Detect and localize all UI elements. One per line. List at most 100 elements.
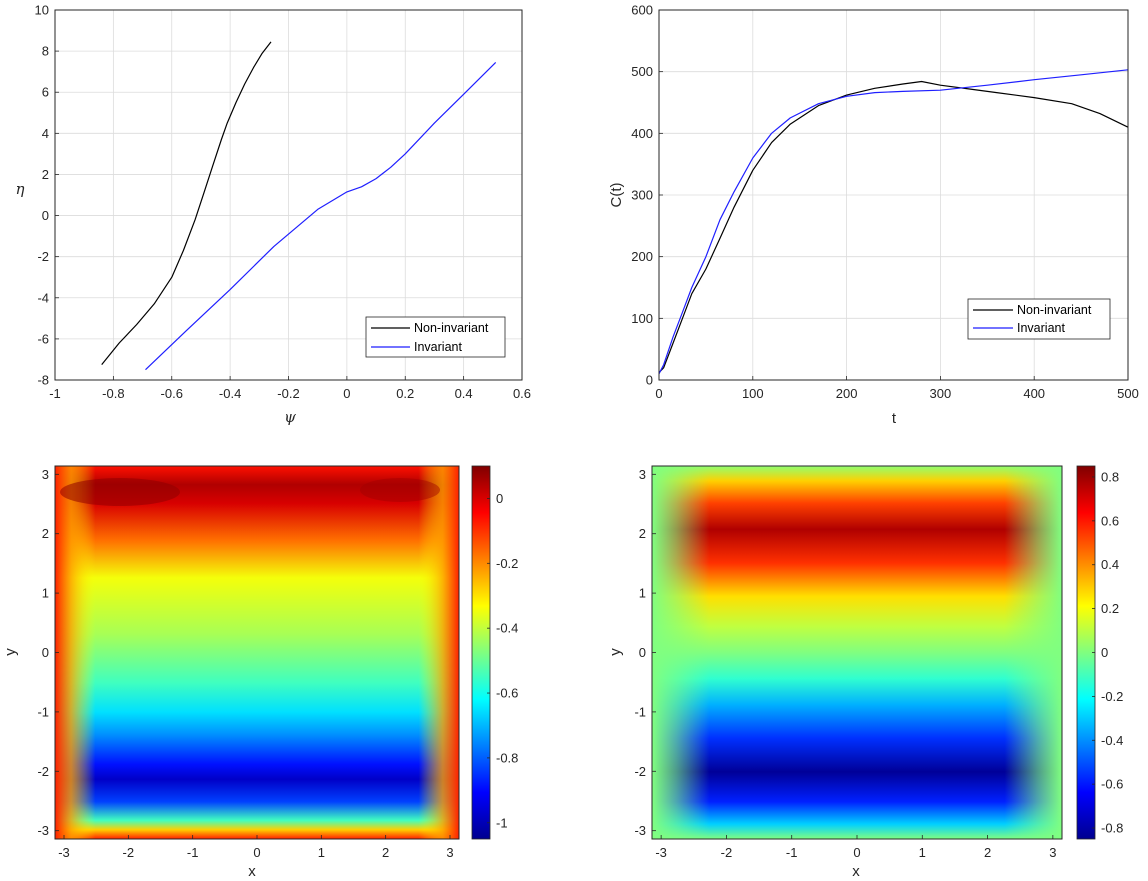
y-tick-label: 500	[631, 64, 653, 79]
x-tick-label: -1	[786, 845, 798, 860]
x-tick-label: 1	[318, 845, 325, 860]
y-tick-label: -6	[37, 331, 49, 346]
y-tick-label: 4	[42, 126, 49, 141]
y-axis-label: η	[16, 180, 25, 198]
x-axis-label: x	[248, 863, 256, 880]
heatmap-maximum-left	[60, 478, 180, 506]
heatmap-maximum-right	[360, 478, 440, 502]
legend: Non-invariant Invariant	[967, 298, 1111, 340]
colorbar-tick-label: 0.2	[1101, 601, 1119, 616]
colorbar-tick-label: -0.2	[496, 556, 518, 571]
legend: Non-invariant Invariant	[365, 316, 506, 358]
x-tick-label: -3	[655, 845, 667, 860]
y-tick-label: -2	[634, 764, 646, 779]
series-line-non-invariant	[101, 41, 272, 365]
y-axis-label: y	[2, 648, 19, 656]
x-tick-label: 1	[919, 845, 926, 860]
y-tick-label: 1	[42, 586, 49, 601]
y-tick-label: -4	[37, 290, 49, 305]
series-line-invariant	[658, 69, 1129, 375]
colorbar-tick-label: 0.4	[1101, 557, 1119, 572]
x-tick-label: 3	[1049, 845, 1056, 860]
y-axis-label: C(t)	[608, 183, 625, 208]
y-axis-label: y	[607, 648, 624, 656]
x-tick-label: -3	[58, 845, 70, 860]
x-tick-label: 0	[853, 845, 860, 860]
x-tick-label: 0	[343, 386, 350, 401]
x-tick-label: 2	[382, 845, 389, 860]
colorbar-tick-label: -0.4	[1101, 733, 1123, 748]
y-tick-label: 600	[631, 3, 653, 18]
colorbar-tick-label: -0.4	[496, 621, 518, 636]
x-tick-label: 3	[446, 845, 453, 860]
heatmap-right: -3 -2 -1 0 1 2 3 -3 -2 -1 0 1 2 3 -0.8 -0.6 -0.4 -0.2 0 0.…	[607, 465, 1123, 880]
x-tick-label: 300	[930, 386, 952, 401]
eta-psi-plot: -1 -0.8 -0.6 -0.4 -0.2 0 0.2 0.4 0.6 -8 -6 -4 -2 0 2 4 6…	[16, 3, 532, 427]
x-tick-label: -0.2	[277, 386, 299, 401]
y-tick-label: 0	[42, 208, 49, 223]
x-axis-label: x	[852, 863, 860, 880]
y-tick-label: 2	[42, 167, 49, 182]
y-tick-label: 3	[639, 467, 646, 482]
colorbar-tick-label: -0.6	[496, 686, 518, 701]
y-tick-label: -2	[37, 764, 49, 779]
c-t-plot: 0 100 200 300 400 500 0 100 200 300 400 500 600 t C(…	[608, 3, 1139, 428]
series-line-non-invariant	[658, 80, 1129, 374]
y-tick-label: 200	[631, 249, 653, 264]
y-tick-label: 8	[42, 44, 49, 59]
y-tick-label: -2	[37, 249, 49, 264]
series-line-invariant	[145, 61, 497, 371]
y-tick-label: 0	[639, 645, 646, 660]
x-tick-label: 500	[1117, 386, 1139, 401]
y-tick-label: -8	[37, 373, 49, 388]
y-tick-label: 3	[42, 467, 49, 482]
y-tick-label: 2	[639, 526, 646, 541]
legend-label-non-invariant: Non-invariant	[1017, 303, 1092, 317]
x-tick-label: -1	[187, 845, 199, 860]
x-tick-label: 400	[1023, 386, 1045, 401]
x-tick-label: 0.6	[513, 386, 531, 401]
x-tick-label: 0.2	[396, 386, 414, 401]
y-tick-label: -1	[37, 704, 49, 719]
x-axis-label: t	[892, 410, 897, 427]
x-axis-label: ψ	[284, 408, 296, 426]
y-tick-label: -3	[37, 823, 49, 838]
y-tick-label: -1	[634, 704, 646, 719]
y-tick-label: 1	[639, 586, 646, 601]
colorbar-tick-label: -0.6	[1101, 777, 1123, 792]
x-tick-label: 0.4	[455, 386, 473, 401]
y-tick-label: 10	[35, 3, 49, 18]
y-tick-label: 300	[631, 188, 653, 203]
y-tick-label: 400	[631, 126, 653, 141]
legend-label-invariant: Invariant	[414, 340, 462, 354]
colorbar	[471, 465, 491, 840]
colorbar-tick-label: 0.8	[1101, 469, 1119, 484]
x-tick-label: 100	[742, 386, 764, 401]
colorbar-tick-label: -1	[496, 815, 508, 830]
x-tick-label: -2	[721, 845, 733, 860]
x-tick-label: 2	[984, 845, 991, 860]
heatmap-left: -3 -2 -1 0 1 2 3 -3 -2 -1 0 1 2 3 -1 -0.8 -0.6 -0.4 -0.2 0…	[2, 465, 518, 880]
y-tick-label: 2	[42, 526, 49, 541]
colorbar-tick-label: 0	[1101, 645, 1108, 660]
x-tick-label: -2	[123, 845, 135, 860]
colorbar-tick-label: 0	[496, 491, 503, 506]
y-tick-label: 0	[646, 373, 653, 388]
heatmap-edge-shading	[55, 466, 459, 839]
colorbar-tick-label: -0.2	[1101, 689, 1123, 704]
x-tick-label: -0.8	[102, 386, 124, 401]
x-tick-label: 0	[253, 845, 260, 860]
y-tick-label: 0	[42, 645, 49, 660]
colorbar-tick-label: 0.6	[1101, 513, 1119, 528]
colorbar-tick-label: -0.8	[496, 750, 518, 765]
x-tick-label: -1	[49, 386, 61, 401]
y-tick-label: 6	[42, 85, 49, 100]
x-tick-label: -0.4	[219, 386, 241, 401]
x-tick-label: 0	[655, 386, 662, 401]
y-tick-label: 100	[631, 311, 653, 326]
heatmap-edge-shading	[652, 466, 1062, 839]
x-tick-label: 200	[836, 386, 858, 401]
legend-label-non-invariant: Non-invariant	[414, 321, 489, 335]
legend-label-invariant: Invariant	[1017, 321, 1065, 335]
